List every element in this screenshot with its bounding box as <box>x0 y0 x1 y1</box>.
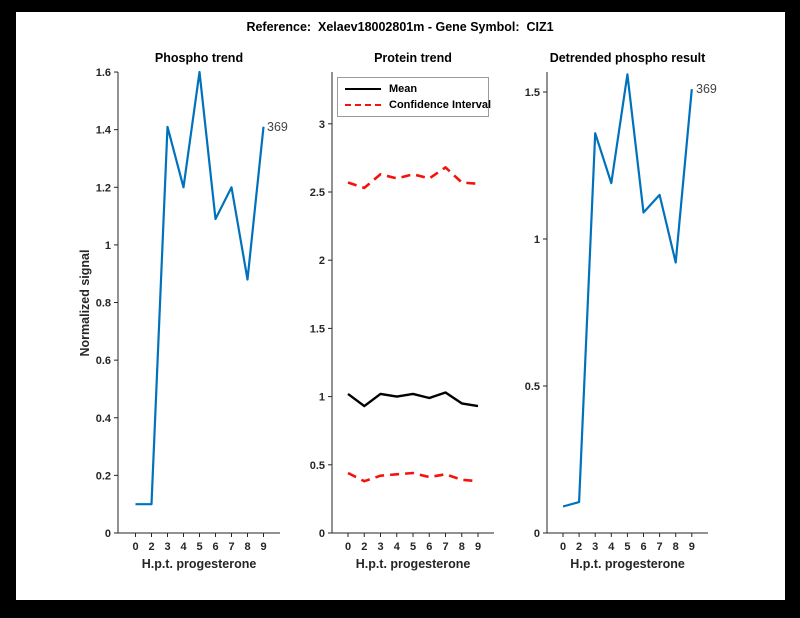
phospho-trend-title: Phospho trend <box>154 51 244 65</box>
x-axis-label-3: H.p.t. progesterone <box>570 557 685 571</box>
protein-trend-title: Protein trend <box>374 51 452 65</box>
endpoint-annotation-1: 369 <box>267 120 288 134</box>
legend-label-ci: Confidence Interval <box>389 99 492 112</box>
endpoint-annotation-3: 369 <box>696 82 717 96</box>
legend-label-mean: Mean <box>389 82 418 95</box>
ci-dashed-line-swatch-icon <box>345 104 381 107</box>
x-axis-label-1: H.p.t. progesterone <box>141 557 257 571</box>
legend-box: Mean Confidence Interval <box>337 77 492 117</box>
legend-entry-ci: Confidence Interval <box>345 99 492 112</box>
y-axis-label: Normalized signal <box>78 249 92 357</box>
detrended-phospho-title: Detrended phospho result <box>549 51 706 65</box>
legend-entry-mean: Mean <box>345 83 488 95</box>
mean-line-swatch-icon <box>345 87 381 90</box>
x-axis-label-2: H.p.t. progesterone <box>355 557 471 571</box>
figure-title: Reference: Xelaev18002801m - Gene Symbol… <box>246 20 554 34</box>
